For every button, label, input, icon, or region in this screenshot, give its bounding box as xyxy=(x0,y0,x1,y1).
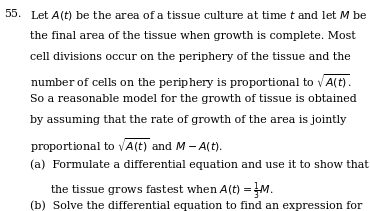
Text: proportional to $\sqrt{A(t)}$ and $M - A(t)$.: proportional to $\sqrt{A(t)}$ and $M - A… xyxy=(30,136,223,155)
Text: the final area of the tissue when growth is complete. Most: the final area of the tissue when growth… xyxy=(30,31,356,41)
Text: number of cells on the periphery is proportional to $\sqrt{A(t)}$.: number of cells on the periphery is prop… xyxy=(30,73,352,91)
Text: 55.: 55. xyxy=(4,9,22,19)
Text: (a)  Formulate a differential equation and use it to show that: (a) Formulate a differential equation an… xyxy=(30,159,369,170)
Text: So a reasonable model for the growth of tissue is obtained: So a reasonable model for the growth of … xyxy=(30,94,357,104)
Text: cell divisions occur on the periphery of the tissue and the: cell divisions occur on the periphery of… xyxy=(30,52,351,62)
Text: the tissue grows fastest when $A(t) = \frac{1}{3}M$.: the tissue grows fastest when $A(t) = \f… xyxy=(50,180,274,202)
Text: (b)  Solve the differential equation to find an expression for: (b) Solve the differential equation to f… xyxy=(30,201,363,211)
Text: Let $A(t)$ be the area of a tissue culture at time $t$ and let $M$ be: Let $A(t)$ be the area of a tissue cultu… xyxy=(30,9,368,23)
Text: by assuming that the rate of growth of the area is jointly: by assuming that the rate of growth of t… xyxy=(30,115,347,125)
